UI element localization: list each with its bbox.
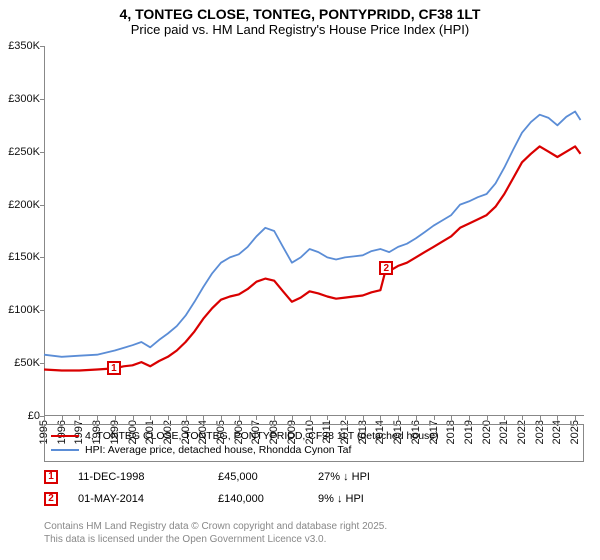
y-axis-label: £350K — [8, 40, 40, 52]
y-axis-label: £200K — [8, 199, 40, 211]
y-axis-label: £50K — [14, 357, 40, 369]
chart-title-address: 4, TONTEG CLOSE, TONTEG, PONTYPRIDD, CF3… — [10, 6, 590, 22]
chart-container: 4, TONTEG CLOSE, TONTEG, PONTYPRIDD, CF3… — [0, 0, 600, 560]
footer-attribution: Contains HM Land Registry data © Crown c… — [44, 520, 584, 546]
legend: 4, TONTEG CLOSE, TONTEG, PONTYPRIDD, CF3… — [44, 424, 584, 462]
legend-item: HPI: Average price, detached house, Rhon… — [51, 443, 577, 457]
event-price: £45,000 — [218, 471, 298, 483]
chart-plot-area: £0£50K£100K£150K£200K£250K£300K£350K1995… — [44, 46, 584, 416]
y-tick — [40, 363, 44, 364]
event-note: 9% ↓ HPI — [318, 493, 584, 505]
footer-line-2: This data is licensed under the Open Gov… — [44, 533, 584, 546]
y-axis-label: £100K — [8, 304, 40, 316]
footer-line-1: Contains HM Land Registry data © Crown c… — [44, 520, 584, 533]
legend-item: 4, TONTEG CLOSE, TONTEG, PONTYPRIDD, CF3… — [51, 429, 577, 443]
y-axis-label: £300K — [8, 93, 40, 105]
y-tick — [40, 257, 44, 258]
legend-swatch — [51, 435, 79, 437]
event-note: 27% ↓ HPI — [318, 471, 584, 483]
line-series-svg — [44, 46, 584, 416]
legend-label: 4, TONTEG CLOSE, TONTEG, PONTYPRIDD, CF3… — [85, 430, 439, 442]
event-date: 11-DEC-1998 — [78, 471, 198, 483]
sale-marker-2: 2 — [379, 261, 393, 275]
y-tick — [40, 205, 44, 206]
event-marker-icon: 2 — [44, 492, 58, 506]
y-axis-label: £250K — [8, 146, 40, 158]
y-tick — [40, 46, 44, 47]
series-line-property — [44, 146, 581, 370]
event-date: 01-MAY-2014 — [78, 493, 198, 505]
event-row: 2 01-MAY-2014 £140,000 9% ↓ HPI — [44, 488, 584, 510]
sale-marker-1: 1 — [107, 361, 121, 375]
sale-events: 1 11-DEC-1998 £45,000 27% ↓ HPI 2 01-MAY-2014… — [44, 466, 584, 510]
y-tick — [40, 310, 44, 311]
title-block: 4, TONTEG CLOSE, TONTEG, PONTYPRIDD, CF3… — [0, 0, 600, 39]
event-row: 1 11-DEC-1998 £45,000 27% ↓ HPI — [44, 466, 584, 488]
event-price: £140,000 — [218, 493, 298, 505]
chart-subtitle: Price paid vs. HM Land Registry's House … — [10, 22, 590, 37]
series-line-hpi — [44, 112, 581, 357]
legend-swatch — [51, 449, 79, 451]
legend-label: HPI: Average price, detached house, Rhon… — [85, 444, 351, 456]
y-tick — [40, 99, 44, 100]
y-tick — [40, 152, 44, 153]
event-marker-icon: 1 — [44, 470, 58, 484]
y-axis-label: £150K — [8, 251, 40, 263]
